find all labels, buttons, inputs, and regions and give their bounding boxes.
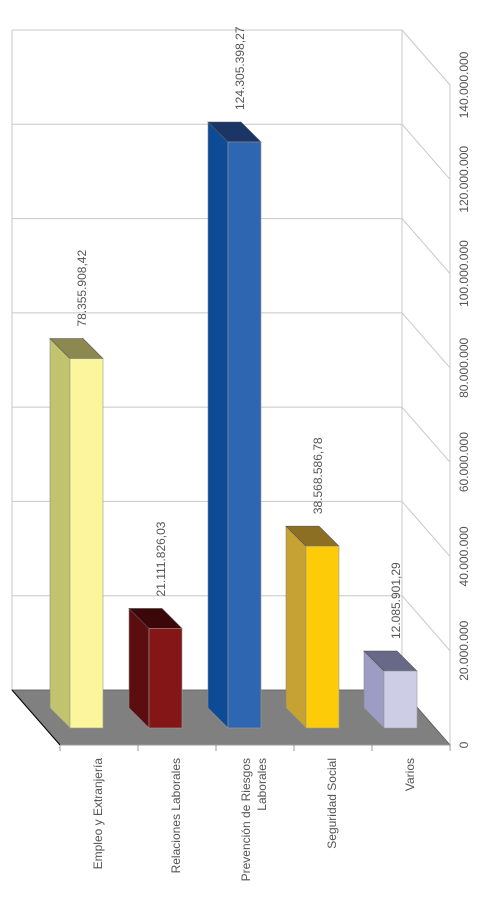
gridline-diagonal xyxy=(401,312,451,369)
bar xyxy=(227,141,262,729)
y-axis-tick-labels: 0 20.000.000 40.000.000 60.000.000 80.000.00… xyxy=(457,51,471,748)
y-axis-tick-label: 80.000.000 xyxy=(457,338,471,398)
bar xyxy=(69,358,104,729)
y-axis-tick-label: 20.000.000 xyxy=(457,620,471,680)
y-axis-tick-label: 100.000.000 xyxy=(457,240,471,307)
x-axis-category-label: Seguridad Social xyxy=(325,758,339,849)
y-axis-tick-label: 120.000.000 xyxy=(457,146,471,213)
x-axis-category-label: Varios xyxy=(403,758,417,791)
y-axis-tick-label: 0 xyxy=(457,741,471,748)
bar-side xyxy=(207,121,229,729)
gridline-diagonal xyxy=(401,595,451,652)
gridline-diagonal xyxy=(401,501,451,557)
bar xyxy=(305,545,340,729)
chart-gridlines xyxy=(11,29,451,746)
gridline-diagonal xyxy=(401,406,451,463)
bar-side xyxy=(49,337,71,729)
data-labels: 78.355.908,42 21.111.826,03 124.305.398,27… xyxy=(75,26,403,639)
x-axis-category-label: Laborales xyxy=(255,758,269,811)
x-axis-category-label: Empleo y Extranjería xyxy=(91,758,105,870)
gridline-diagonal xyxy=(401,123,451,180)
data-label: 124.305.398,27 xyxy=(233,26,247,110)
bar-side xyxy=(285,525,307,729)
y-axis-tick-label: 140.000.000 xyxy=(457,51,471,118)
bar xyxy=(148,628,183,729)
floor-left-edge xyxy=(11,689,61,746)
bar xyxy=(383,670,418,729)
x-axis-category-labels: Empleo y Extranjería Relaciones Laborales… xyxy=(91,758,417,882)
data-label: 12.085.901,29 xyxy=(389,562,403,639)
x-axis-category-label: Prevención de Riesgos xyxy=(239,758,253,881)
y-axis-tick-label: 60.000.000 xyxy=(457,432,471,492)
gridline-diagonal xyxy=(401,218,451,274)
chart-bars xyxy=(49,121,418,729)
x-axis-category-label: Relaciones Laborales xyxy=(169,758,183,873)
data-label: 21.111.826,03 xyxy=(154,521,168,596)
gridline-diagonal xyxy=(401,29,451,86)
data-label: 38.568.586,78 xyxy=(311,437,325,514)
data-label: 78.355.908,42 xyxy=(75,250,89,327)
y-axis-tick-label: 40.000.000 xyxy=(457,526,471,586)
bar-side xyxy=(128,607,150,729)
